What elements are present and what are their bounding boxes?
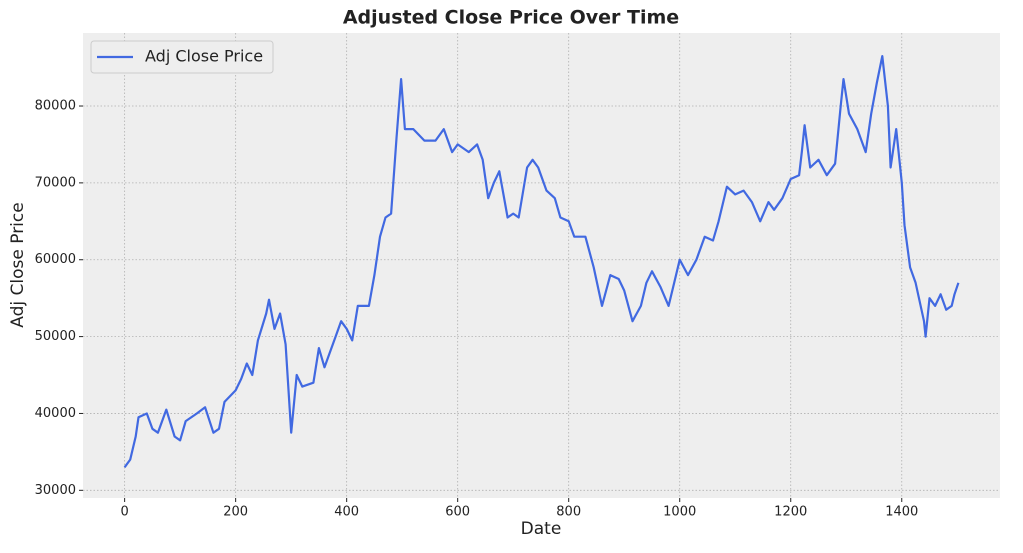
y-tick-label: 70000	[35, 175, 76, 190]
x-tick-label: 800	[556, 505, 581, 520]
y-tick-label: 60000	[35, 252, 76, 267]
x-axis-label: Date	[521, 519, 562, 539]
y-tick-label: 40000	[35, 406, 76, 421]
x-tick-label: 1000	[663, 505, 696, 520]
y-tick-label: 30000	[35, 483, 76, 498]
y-tick-label: 50000	[35, 329, 76, 344]
x-tick-label: 600	[445, 505, 470, 520]
chart-title: Adjusted Close Price Over Time	[343, 7, 679, 29]
plot-area	[83, 33, 1000, 498]
data-line	[123, 55, 960, 468]
x-tick-label: 200	[223, 505, 248, 520]
y-axis-label: Adj Close Price	[8, 202, 28, 327]
y-tick-label: 80000	[35, 99, 76, 114]
x-tick-label: 400	[334, 505, 359, 520]
x-tick-label: 1200	[774, 505, 807, 520]
x-tick-label: 1400	[885, 505, 918, 520]
x-tick-label: 0	[120, 505, 128, 520]
legend-label: Adj Close Price	[145, 47, 263, 66]
legend-box	[90, 40, 274, 74]
